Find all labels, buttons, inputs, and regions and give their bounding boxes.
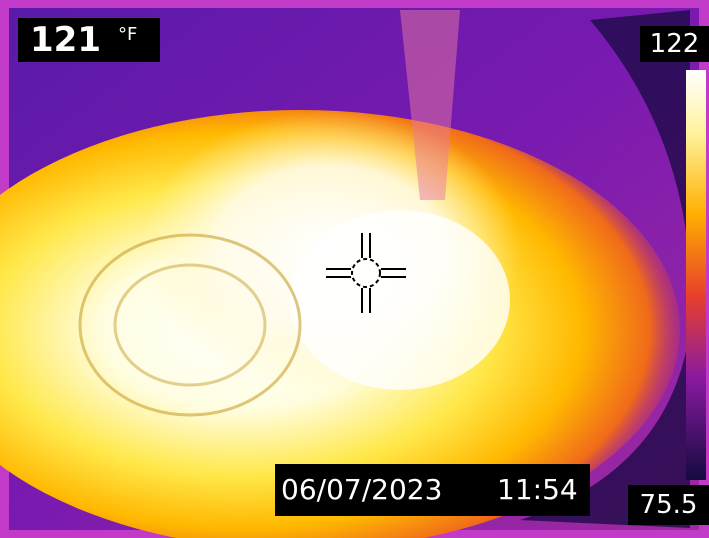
time: 11:54 <box>497 464 578 516</box>
scale-max: 122 <box>640 26 709 62</box>
spot-temperature: 121 <box>30 20 101 60</box>
color-scale <box>686 70 706 480</box>
temperature-unit: °F <box>118 24 137 45</box>
date: 06/07/2023 <box>281 464 442 516</box>
scale-min: 75.5 <box>628 485 709 525</box>
spot-readout: 121 °F <box>18 18 160 62</box>
timestamp: 06/07/2023 11:54 <box>275 464 590 516</box>
thermal-screen: 121 °F 122 75.5 06/07/2023 11:54 (() => … <box>0 0 709 538</box>
thermal-image <box>0 0 709 538</box>
